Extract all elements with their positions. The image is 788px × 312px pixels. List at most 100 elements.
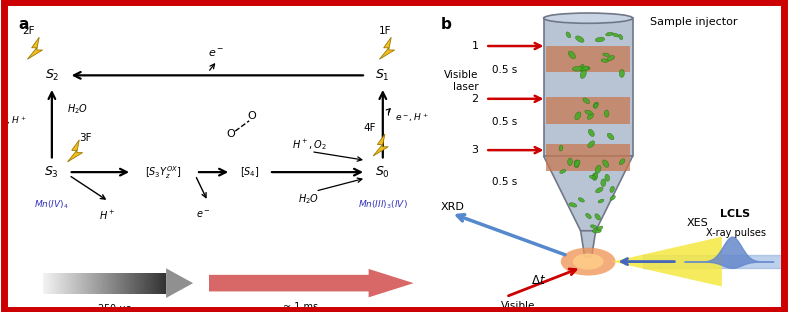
Text: 0.5 s: 0.5 s xyxy=(492,117,518,127)
Polygon shape xyxy=(68,140,83,162)
Ellipse shape xyxy=(575,36,584,42)
Text: O: O xyxy=(247,111,257,121)
Ellipse shape xyxy=(588,141,595,148)
Text: $H_2O$: $H_2O$ xyxy=(299,193,320,207)
Ellipse shape xyxy=(600,179,606,187)
Text: $[S_3Y_z^{OX}]$: $[S_3Y_z^{OX}]$ xyxy=(145,164,182,181)
Text: b: b xyxy=(440,17,452,32)
Text: 4F: 4F xyxy=(364,123,377,133)
Ellipse shape xyxy=(578,198,585,202)
Text: XRD: XRD xyxy=(440,202,465,212)
Polygon shape xyxy=(373,134,388,156)
Ellipse shape xyxy=(605,174,610,181)
Ellipse shape xyxy=(589,129,594,136)
Ellipse shape xyxy=(569,203,577,207)
Text: $e^-, H^+$: $e^-, H^+$ xyxy=(396,111,429,124)
Text: 2F: 2F xyxy=(22,26,35,36)
Text: XES: XES xyxy=(687,218,708,228)
Ellipse shape xyxy=(583,98,589,104)
Ellipse shape xyxy=(561,248,615,275)
Ellipse shape xyxy=(604,110,609,117)
Ellipse shape xyxy=(574,160,580,167)
Text: 0.5 s: 0.5 s xyxy=(492,178,518,188)
Ellipse shape xyxy=(596,187,603,193)
Polygon shape xyxy=(544,18,633,156)
Text: ~ 1 ms: ~ 1 ms xyxy=(284,302,318,312)
Ellipse shape xyxy=(619,69,624,77)
Text: LCLS: LCLS xyxy=(720,209,751,219)
Text: 3F: 3F xyxy=(80,133,91,143)
Text: $e^-, H^+$: $e^-, H^+$ xyxy=(0,115,27,127)
Ellipse shape xyxy=(587,113,593,119)
Text: $e^-$: $e^-$ xyxy=(196,209,211,220)
Text: $S_2$: $S_2$ xyxy=(45,68,59,83)
Text: $[S_4]$: $[S_4]$ xyxy=(240,165,260,179)
Ellipse shape xyxy=(619,159,625,165)
Ellipse shape xyxy=(590,225,597,229)
Ellipse shape xyxy=(603,160,608,167)
Ellipse shape xyxy=(580,70,586,78)
Ellipse shape xyxy=(544,13,633,23)
Text: Visible
laser 4: Visible laser 4 xyxy=(500,301,536,312)
Text: Sample injector: Sample injector xyxy=(650,17,738,27)
Ellipse shape xyxy=(593,173,597,178)
Text: $S_3$: $S_3$ xyxy=(44,165,59,180)
Polygon shape xyxy=(166,268,193,298)
Text: X-ray pulses: X-ray pulses xyxy=(705,228,766,238)
Ellipse shape xyxy=(580,64,584,70)
Ellipse shape xyxy=(583,67,590,70)
Text: $H^+, O_2$: $H^+, O_2$ xyxy=(292,137,326,152)
Polygon shape xyxy=(546,144,630,171)
Ellipse shape xyxy=(601,59,608,62)
Ellipse shape xyxy=(608,133,614,140)
Text: ~250 $\mu$s: ~250 $\mu$s xyxy=(89,302,132,312)
Polygon shape xyxy=(546,97,630,124)
Ellipse shape xyxy=(610,196,615,200)
Ellipse shape xyxy=(574,160,579,168)
Text: 1: 1 xyxy=(471,41,478,51)
Polygon shape xyxy=(544,156,633,231)
Text: O: O xyxy=(227,129,236,139)
Ellipse shape xyxy=(589,175,597,179)
Text: $Mn(IV)_4$: $Mn(IV)_4$ xyxy=(35,198,69,211)
Ellipse shape xyxy=(568,51,575,59)
Ellipse shape xyxy=(585,213,591,219)
Ellipse shape xyxy=(595,37,604,42)
Text: 2: 2 xyxy=(471,94,478,104)
Ellipse shape xyxy=(619,34,623,40)
Text: 0.5 s: 0.5 s xyxy=(492,65,518,75)
Ellipse shape xyxy=(606,32,613,36)
Ellipse shape xyxy=(575,112,581,120)
Ellipse shape xyxy=(559,169,566,173)
Text: a: a xyxy=(18,17,28,32)
Text: 1F: 1F xyxy=(378,26,391,36)
Text: Visible
laser: Visible laser xyxy=(444,71,478,92)
Ellipse shape xyxy=(593,229,601,233)
Polygon shape xyxy=(380,37,395,59)
Text: $\Delta t$: $\Delta t$ xyxy=(531,274,546,287)
Ellipse shape xyxy=(585,110,593,115)
Ellipse shape xyxy=(572,66,582,71)
Ellipse shape xyxy=(603,53,609,56)
Ellipse shape xyxy=(598,199,604,203)
Ellipse shape xyxy=(610,186,615,193)
Text: $H^+$: $H^+$ xyxy=(98,209,115,222)
Polygon shape xyxy=(612,236,722,286)
Ellipse shape xyxy=(567,158,572,165)
Ellipse shape xyxy=(597,226,603,231)
Ellipse shape xyxy=(580,66,589,72)
Ellipse shape xyxy=(593,173,598,180)
Ellipse shape xyxy=(566,32,571,38)
Ellipse shape xyxy=(593,102,598,108)
Text: $S_0$: $S_0$ xyxy=(375,165,390,180)
Polygon shape xyxy=(209,269,414,297)
Text: $Mn(III)_3(IV)$: $Mn(III)_3(IV)$ xyxy=(358,198,407,211)
Polygon shape xyxy=(28,37,43,59)
Polygon shape xyxy=(581,231,596,257)
Ellipse shape xyxy=(612,33,619,37)
Text: 3: 3 xyxy=(471,145,478,155)
Text: $e^-$: $e^-$ xyxy=(208,48,225,59)
Text: $S_1$: $S_1$ xyxy=(375,68,390,83)
Polygon shape xyxy=(546,46,630,72)
Ellipse shape xyxy=(595,214,600,220)
